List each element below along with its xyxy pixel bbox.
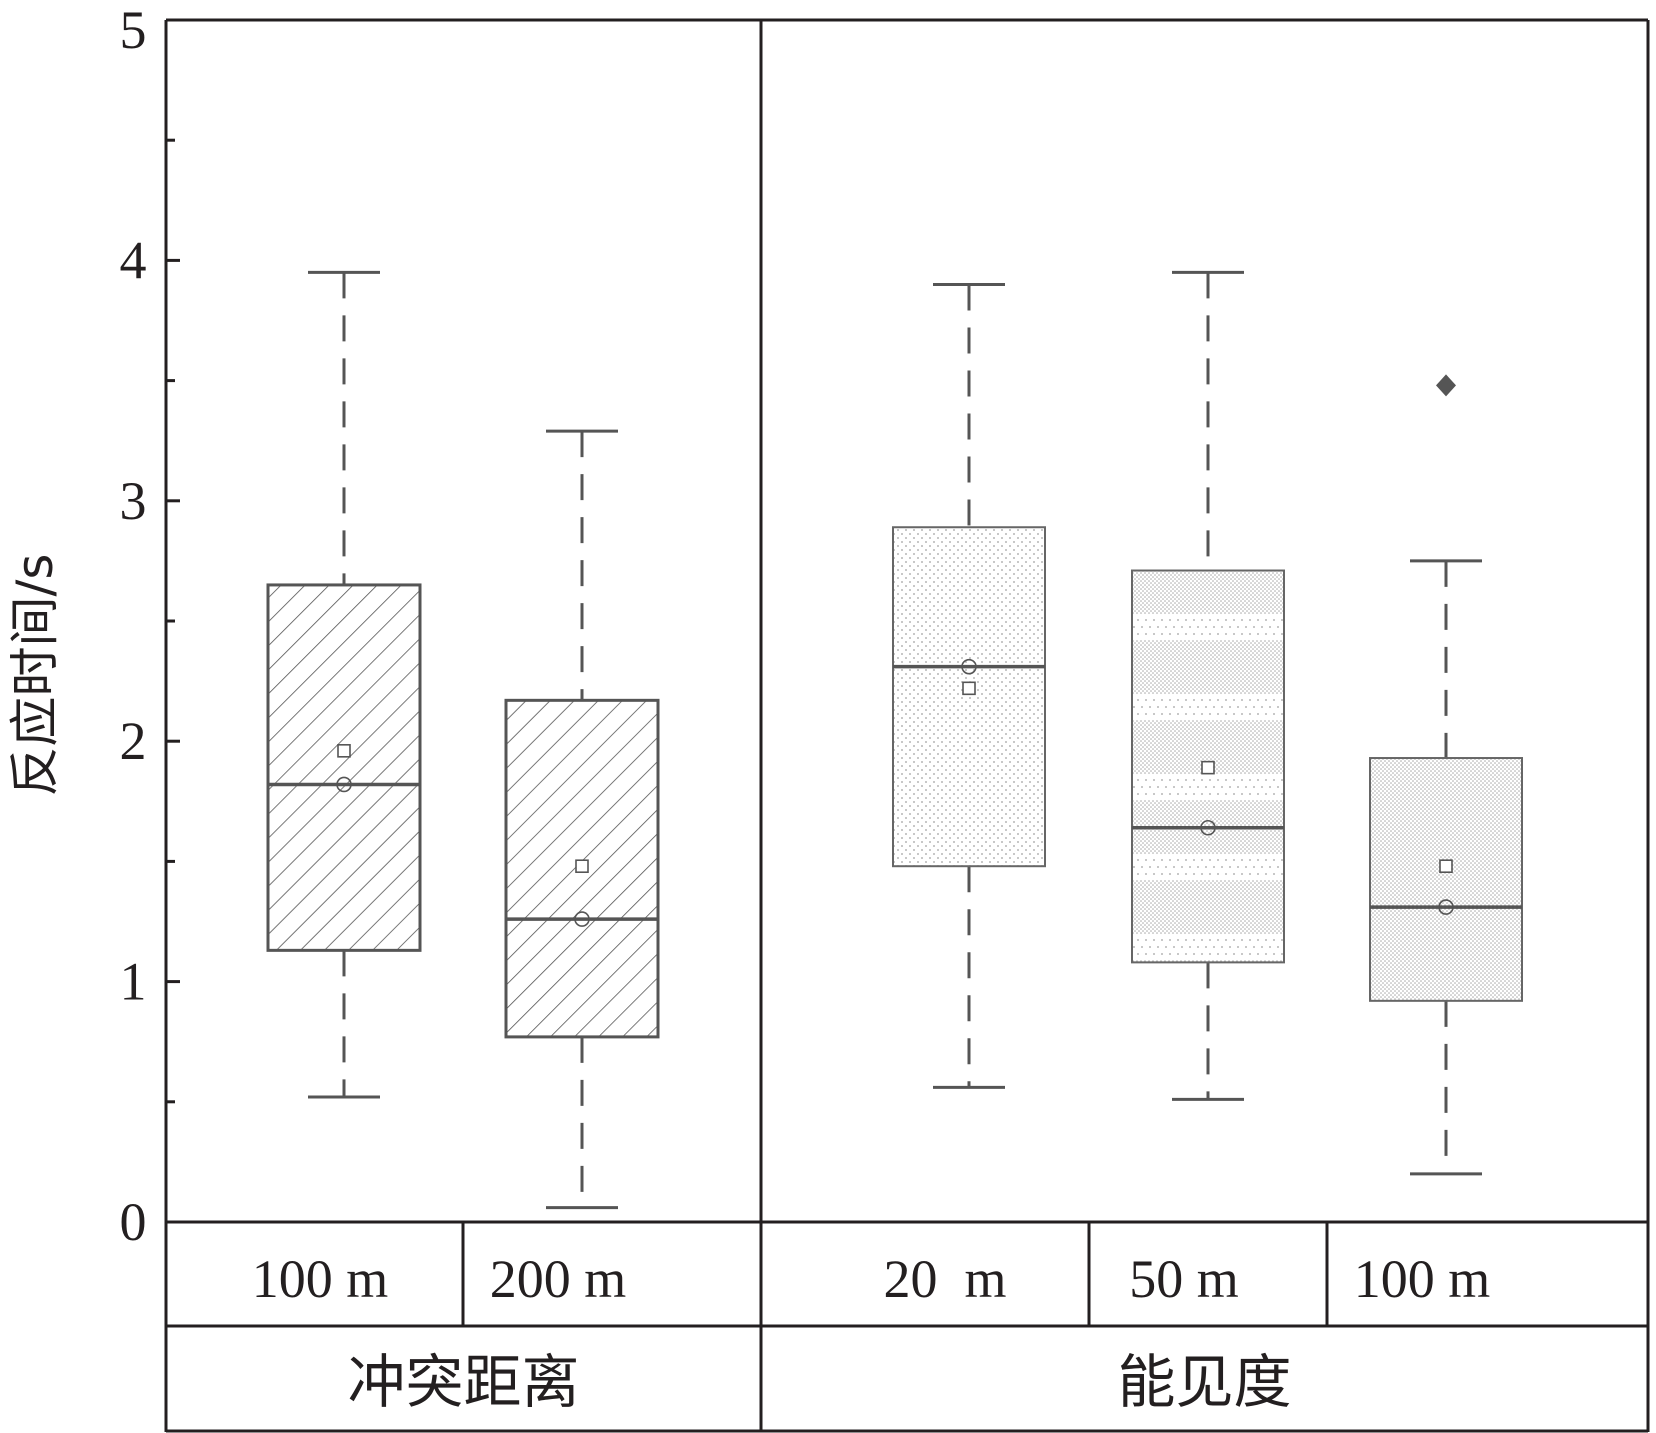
y-axis: 0 1 2 3 4 5: [120, 0, 180, 1252]
y-tick-label: 3: [120, 471, 147, 531]
category-label-row: 100 m 200 m 20 m 50 m 100 m: [252, 1249, 1491, 1309]
category-label: 50 m: [1129, 1249, 1239, 1309]
group-label-row: 冲突距离 能见度: [347, 1348, 1291, 1416]
category-label: 20 m: [883, 1249, 1006, 1309]
mean-marker: [575, 859, 589, 874]
mean-marker: [337, 744, 351, 758]
center-marker: [574, 911, 590, 927]
y-axis-title: 反应时间/s: [6, 554, 64, 797]
mean-marker: [962, 681, 976, 696]
box-body: [1369, 757, 1523, 1002]
box-body: [892, 526, 1046, 868]
category-label: 100 m: [1354, 1249, 1491, 1309]
y-tick-label: 4: [120, 230, 147, 290]
box: [266, 270, 422, 1099]
box-series: [266, 270, 1523, 1210]
box: [504, 429, 660, 1210]
y-tick-label: 0: [120, 1192, 147, 1252]
plot-frame: [164, 18, 1650, 1433]
box-body: [266, 583, 422, 952]
category-label: 100 m: [252, 1249, 389, 1309]
center-marker: [1200, 819, 1216, 836]
box: [1369, 374, 1523, 1176]
box: [1131, 270, 1285, 1101]
y-tick-label: 1: [120, 952, 147, 1012]
mean-marker: [1201, 760, 1215, 775]
group-label: 能见度: [1117, 1348, 1291, 1416]
center-marker: [336, 776, 352, 793]
outlier-point: [1436, 374, 1456, 397]
center-marker: [1438, 899, 1454, 915]
y-tick-label: 2: [120, 711, 147, 771]
group-label: 冲突距离: [347, 1348, 579, 1416]
mean-marker: [1439, 859, 1453, 874]
box: [892, 282, 1046, 1089]
category-label: 200 m: [490, 1249, 627, 1309]
y-tick-label: 5: [120, 0, 147, 60]
center-marker: [961, 658, 977, 675]
